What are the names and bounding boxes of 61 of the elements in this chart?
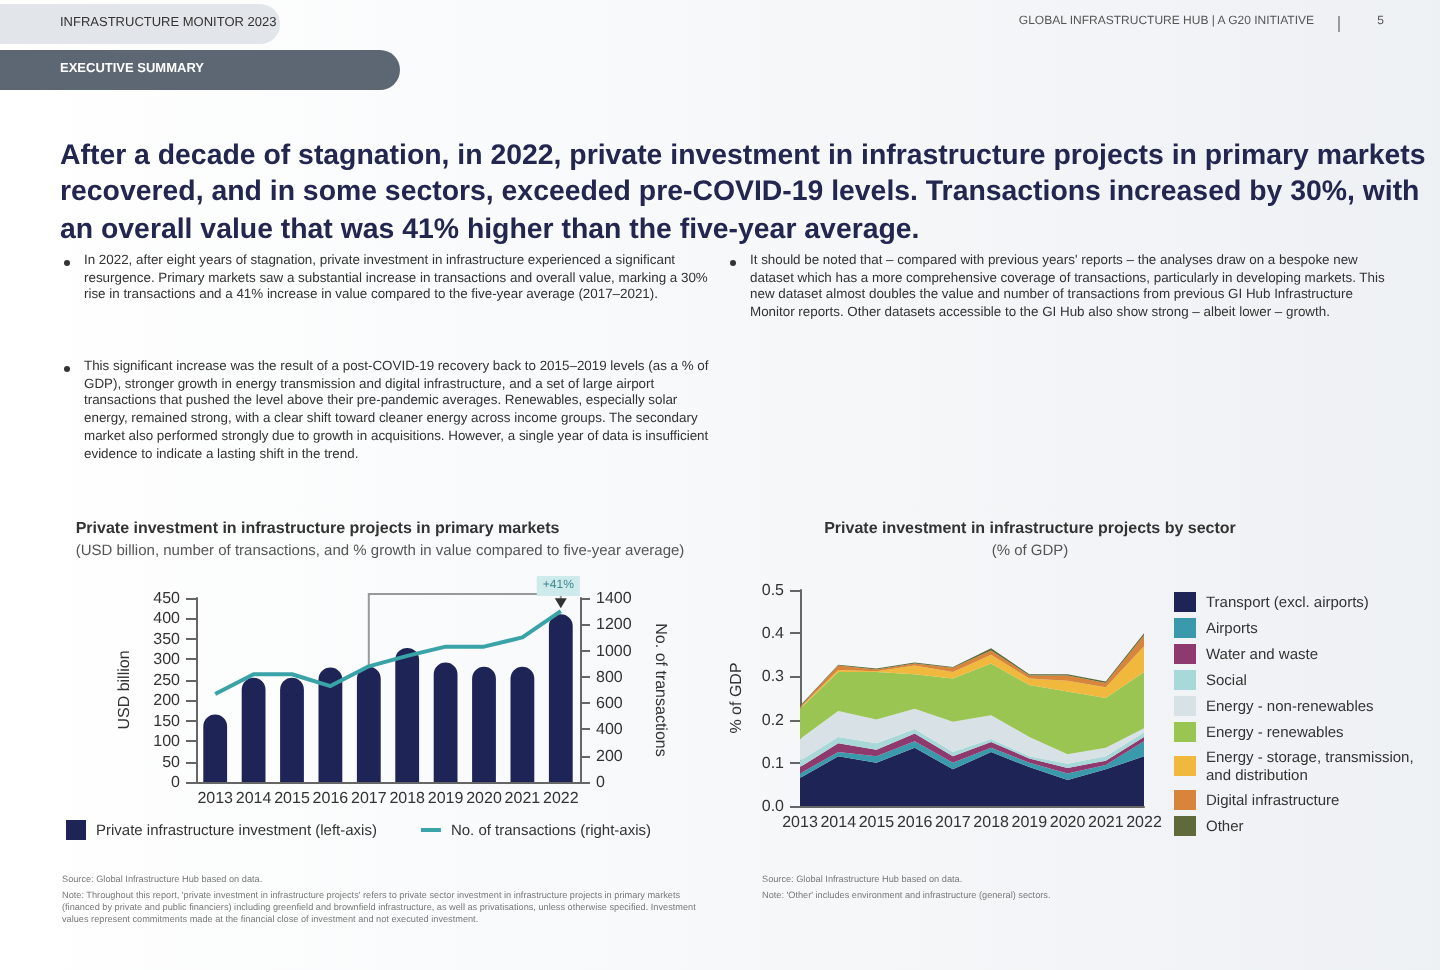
y2-tick-label: 600 (596, 694, 624, 713)
y-tick-label: 250 (153, 670, 182, 689)
x-tick-label: 2015 (858, 813, 896, 831)
y2-tick-label: 1200 (596, 615, 633, 634)
x-tick-label: 2013 (782, 813, 819, 831)
y-tick-label: 200 (153, 691, 182, 710)
y-tick-label: 0.3 (761, 667, 786, 686)
x-tick-label: 2016 (312, 789, 350, 807)
bar (241, 677, 266, 782)
x-tick-label: 2021 (504, 789, 542, 807)
line-series (213, 609, 563, 696)
x-tick-label: 2013 (197, 789, 235, 807)
y2-tick-label: 1000 (596, 641, 633, 660)
x-tick-label: 2022 (1126, 813, 1163, 831)
y-tick-label: 0.0 (761, 797, 786, 815)
bar (395, 647, 420, 782)
y-tick-label: 50 (162, 752, 182, 771)
y-tick-label: 0.4 (761, 624, 786, 643)
x-tick-label: 2014 (820, 813, 858, 831)
y-tick-label: 0 (171, 773, 182, 791)
x-tick-label: 2014 (235, 789, 273, 807)
y-tick-label: 450 (153, 589, 182, 607)
bar (548, 614, 573, 782)
bar (318, 667, 343, 782)
y2-tick-label: 200 (596, 746, 624, 765)
x-tick-label: 2017 (351, 789, 388, 807)
chart-title: Private investment in infrastructure projects in primary markets (75, 519, 561, 537)
x-tick-label: 2021 (1087, 813, 1125, 831)
y-tick-label: 100 (153, 732, 182, 751)
x-tick-label: 2022 (543, 789, 580, 807)
bar (472, 666, 496, 782)
bar (203, 714, 228, 782)
y-tick-label: 300 (153, 650, 182, 669)
y-tick-label: 400 (153, 609, 182, 628)
y-tick-label: 350 (153, 629, 182, 648)
y2-tick-label: 800 (596, 667, 624, 686)
x-tick-label: 2016 (896, 813, 934, 831)
y-tick-label: 150 (153, 711, 182, 730)
x-tick-label: 2020 (466, 789, 503, 807)
y2-tick-label: 1400 (596, 589, 633, 607)
text: After a decade of stagnation, in 2022, private investment in infrastructure projects in primary markets recovered, and in some sectors, exceeded pre-COVID-19 levels. Transactions increased by 30%, with an overall value that was 41% higher than the five-year average. (60, 138, 1428, 249)
y-axis-title: USD billion (114, 650, 133, 730)
y2-tick-label: 400 (596, 720, 624, 739)
y2-tick-label: 0 (596, 773, 606, 791)
bar (510, 666, 535, 782)
x-tick-label: 2019 (1011, 813, 1049, 831)
y-axis-title: % of GDP (727, 662, 745, 734)
y2-axis-title: No. of transactions (652, 623, 671, 757)
x-tick-label: 2018 (973, 813, 1011, 831)
bar (433, 662, 458, 782)
x-tick-label: 2020 (1049, 813, 1087, 831)
chart-title: Private investment in infrastructure projects by sector (824, 519, 1236, 537)
x-tick-label: 2017 (935, 813, 972, 831)
x-tick-label: 2019 (427, 789, 465, 807)
x-tick-label: 2018 (389, 789, 427, 807)
bar (280, 677, 304, 782)
y-tick-label: 0.2 (761, 710, 786, 729)
x-tick-label: 2015 (274, 789, 311, 807)
bar (356, 666, 381, 782)
y-tick-label: 0.5 (761, 581, 786, 599)
y-tick-label: 0.1 (761, 753, 786, 772)
